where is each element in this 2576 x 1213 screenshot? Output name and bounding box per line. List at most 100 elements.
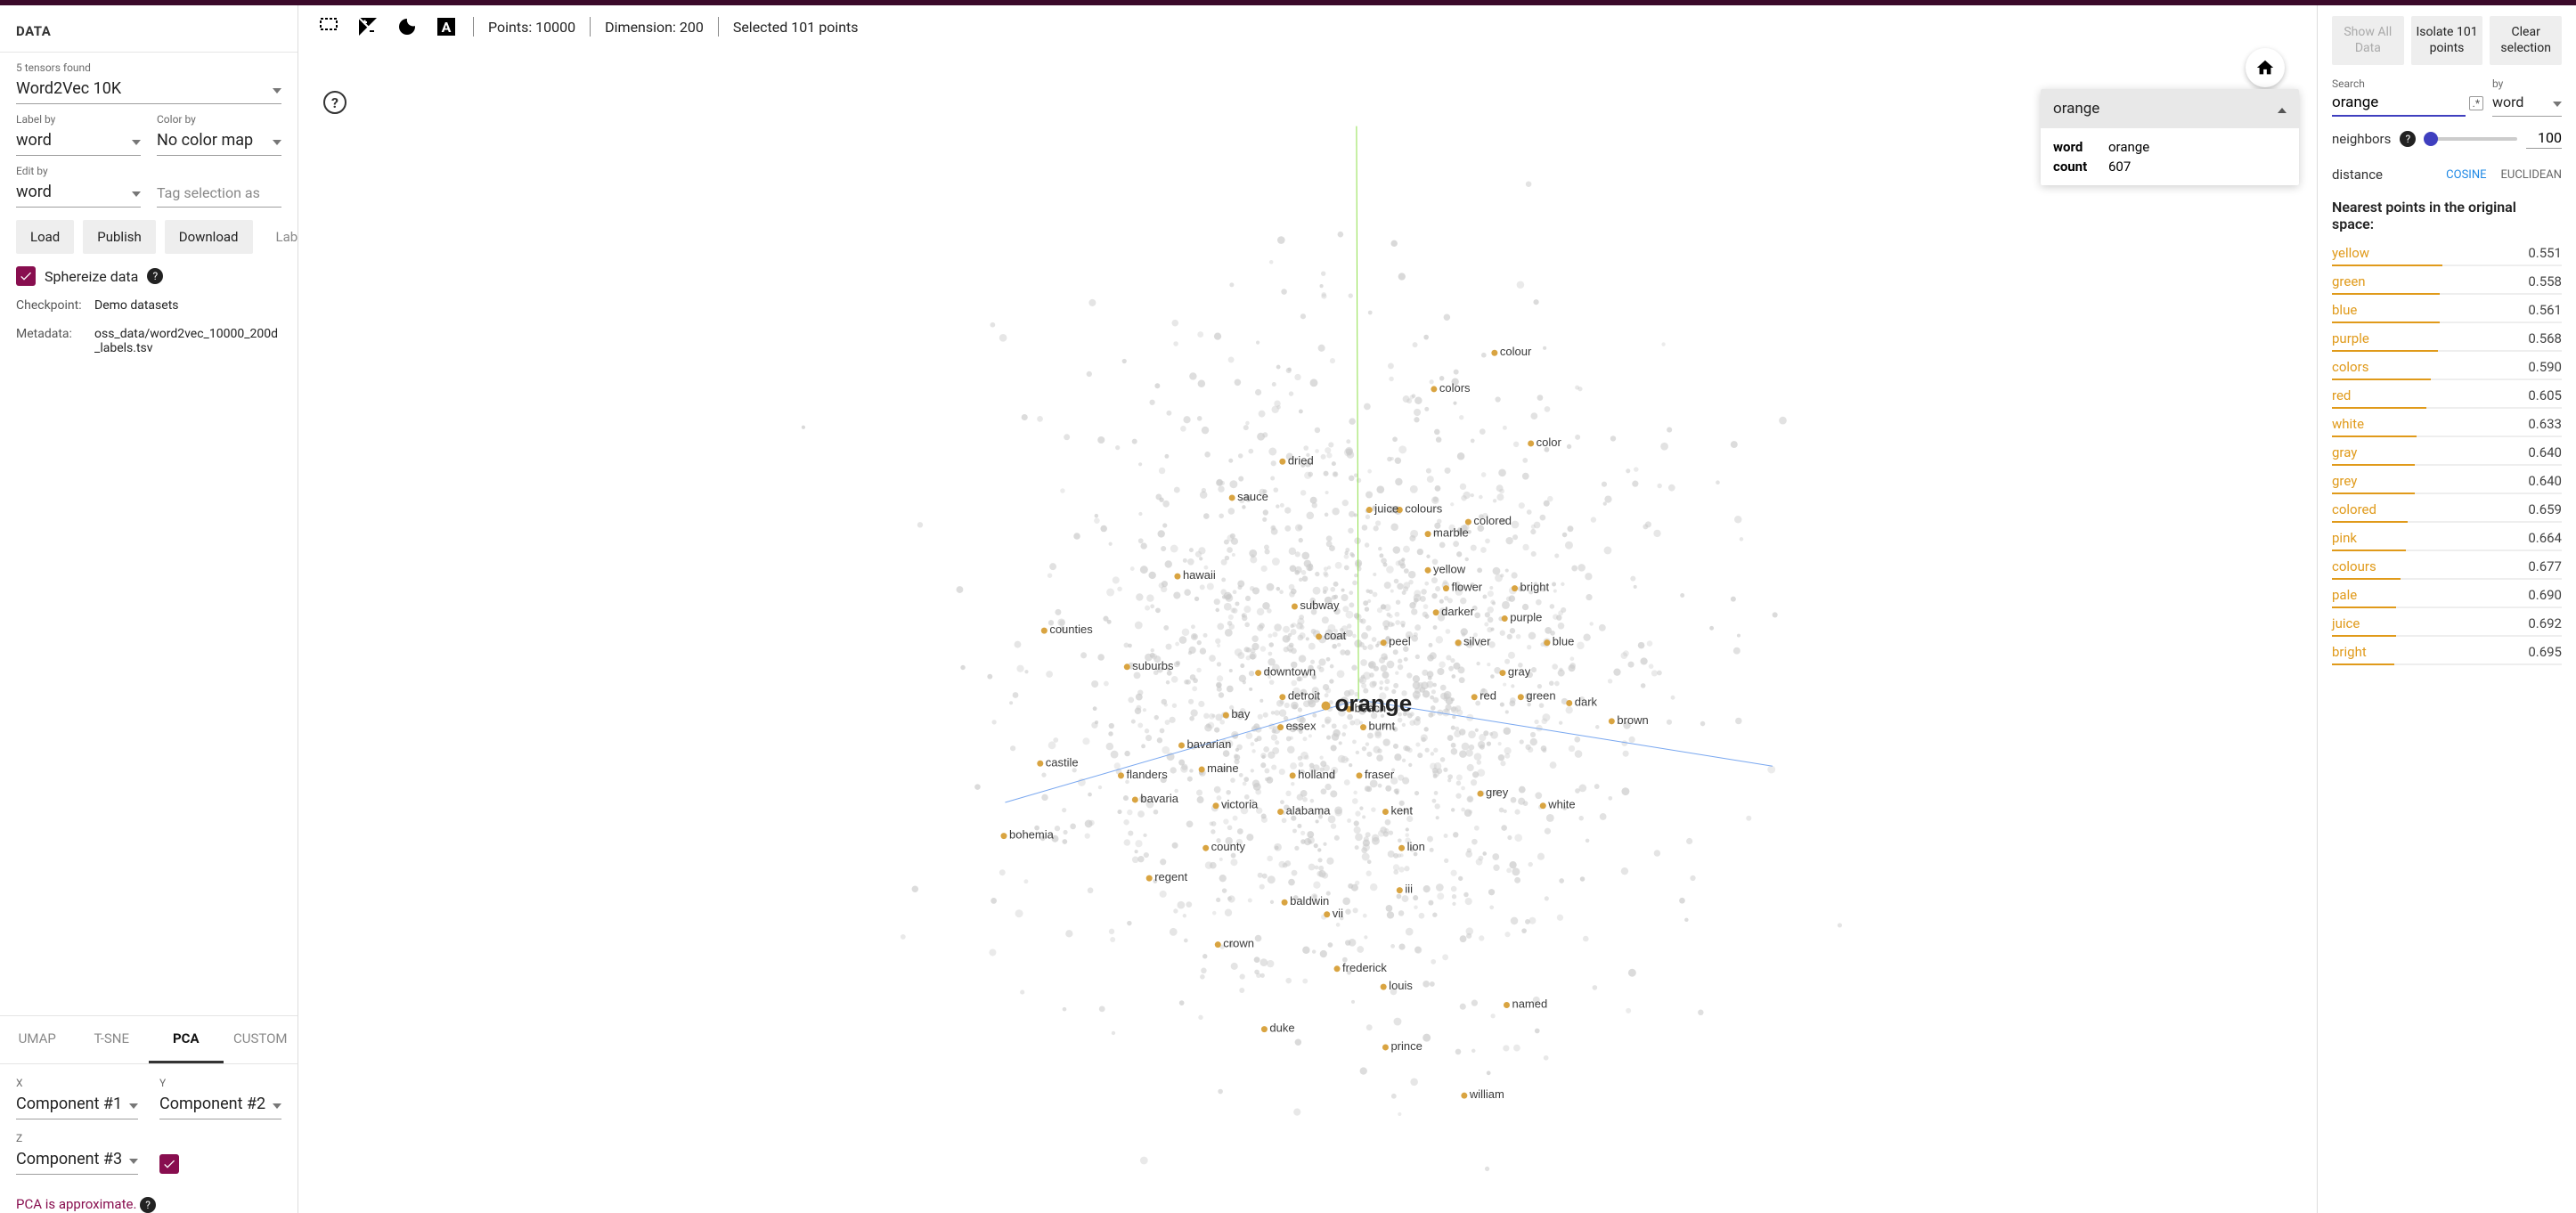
distance-euclidean[interactable]: EUCLIDEAN (2501, 168, 2563, 182)
nearest-row[interactable]: colored0.659 (2332, 498, 2562, 521)
tab-custom[interactable]: CUSTOM (224, 1016, 298, 1063)
nearest-row[interactable]: pale 0.690 (2332, 583, 2562, 606)
nearest-score: 0.690 (2528, 587, 2562, 603)
nearest-row[interactable]: blue 0.561 (2332, 298, 2562, 322)
nearest-word: purple (2332, 330, 2369, 346)
nearest-bar (2332, 578, 2562, 580)
tab-umap[interactable]: UMAP (0, 1016, 75, 1063)
load-button[interactable]: Load (16, 220, 74, 254)
night-mode-icon[interactable] (395, 14, 420, 39)
label-by-select[interactable]: word (16, 127, 141, 156)
tensor-value: Word2Vec 10K (16, 79, 121, 98)
nearest-bar (2332, 350, 2562, 352)
tab-pca[interactable]: PCA (149, 1016, 224, 1063)
regex-toggle[interactable]: .* (2469, 96, 2483, 110)
color-by-select[interactable]: No color map (157, 127, 281, 156)
label-button[interactable]: Label (262, 220, 299, 254)
nearest-bar (2332, 265, 2562, 266)
nearest-row[interactable]: colours0.677 (2332, 555, 2562, 578)
nearest-row[interactable]: green0.558 (2332, 270, 2562, 293)
tooltip-title: orange (2053, 100, 2099, 118)
nearest-word: colours (2332, 558, 2376, 574)
nearest-row[interactable]: gray0.640 (2332, 441, 2562, 464)
nearest-row[interactable]: red0.605 (2332, 384, 2562, 407)
neighbors-value[interactable]: 100 (2526, 129, 2562, 149)
nearest-bar (2332, 379, 2562, 380)
data-panel-title: DATA (0, 5, 298, 53)
nearest-bar (2332, 606, 2562, 608)
nearest-row[interactable]: white0.633 (2332, 412, 2562, 436)
y-component-select[interactable]: Component #2 (159, 1091, 281, 1119)
nearest-score: 0.640 (2528, 473, 2562, 489)
search-input[interactable] (2332, 90, 2466, 117)
metadata-key: Metadata: (16, 327, 87, 355)
chevron-down-icon (129, 1095, 138, 1112)
selected-count: Selected 101 points (733, 19, 859, 36)
nearest-row[interactable]: bright0.695 (2332, 640, 2562, 663)
nearest-row[interactable]: yellow0.551 (2332, 241, 2562, 265)
dimension-count: Dimension: 200 (605, 19, 704, 36)
help-icon[interactable]: ? (140, 1197, 156, 1213)
z-component-select[interactable]: Component #3 (16, 1146, 138, 1175)
nearest-bar (2332, 635, 2562, 637)
isolate-button[interactable]: Isolate 101 points (2411, 16, 2483, 65)
chevron-down-icon (132, 183, 141, 200)
nearest-score: 0.590 (2528, 359, 2562, 375)
sphereize-checkbox[interactable] (16, 266, 36, 286)
nearest-word: pink (2332, 530, 2357, 546)
projection-tabs: UMAPT-SNEPCACUSTOM (0, 1015, 298, 1064)
nearest-row[interactable]: pink 0.664 (2332, 526, 2562, 550)
chevron-down-icon (132, 132, 141, 149)
nearest-score: 0.558 (2528, 273, 2562, 289)
x-component-select[interactable]: Component #1 (16, 1091, 138, 1119)
select-box-icon[interactable] (316, 14, 341, 39)
nearest-bar (2332, 464, 2562, 466)
nearest-row[interactable]: juice0.692 (2332, 612, 2562, 635)
show-all-button[interactable]: Show All Data (2332, 16, 2404, 65)
nearest-word: pale (2332, 587, 2357, 603)
edit-by-select[interactable]: word (16, 179, 141, 208)
nearest-score: 0.605 (2528, 387, 2562, 403)
labels-icon[interactable]: A (434, 14, 459, 39)
nearest-word: blue (2332, 302, 2357, 318)
help-icon[interactable]: ? (147, 268, 163, 284)
tensor-select[interactable]: Word2Vec 10K (16, 76, 281, 104)
nearest-score: 0.561 (2528, 302, 2562, 318)
projection-view[interactable]: A Points: 10000 Dimension: 200 Selected … (298, 5, 2318, 1213)
checkpoint-value: Demo datasets (94, 298, 179, 313)
help-button[interactable]: ? (323, 91, 346, 114)
home-button[interactable] (2246, 48, 2285, 87)
distance-cosine[interactable]: COSINE (2446, 168, 2486, 182)
search-by-select[interactable]: word (2492, 90, 2562, 117)
tooltip-value: 607 (2108, 159, 2131, 175)
nearest-word: yellow (2332, 245, 2369, 261)
chevron-down-icon (2553, 94, 2562, 110)
tensors-found-label: 5 tensors found (16, 61, 281, 74)
nearest-row[interactable]: grey0.640 (2332, 469, 2562, 493)
nearest-list: yellow0.551 green0.558 blue 0.561 purple0.56… (2332, 241, 2562, 665)
nearest-row[interactable]: colors 0.590 (2332, 355, 2562, 379)
nearest-title: Nearest points in the original space: (2332, 199, 2562, 232)
nearest-score: 0.664 (2528, 530, 2562, 546)
chevron-down-icon (273, 1095, 281, 1112)
x-axis-label: X (16, 1077, 138, 1089)
clear-selection-button[interactable]: Clear selection (2490, 16, 2562, 65)
tooltip-row: wordorange (2053, 137, 2287, 157)
download-button[interactable]: Download (165, 220, 253, 254)
publish-button[interactable]: Publish (83, 220, 155, 254)
distance-options: COSINE EUCLIDEAN (2446, 168, 2562, 182)
tag-input[interactable] (157, 179, 281, 208)
chevron-up-icon[interactable] (2278, 100, 2287, 118)
nearest-row[interactable]: purple0.568 (2332, 327, 2562, 350)
chevron-down-icon (129, 1151, 138, 1168)
help-icon[interactable]: ? (2400, 131, 2416, 147)
neighbors-slider[interactable] (2425, 137, 2517, 141)
scatter-canvas[interactable] (298, 5, 2318, 1213)
exposure-icon[interactable] (355, 14, 380, 39)
z-enabled-checkbox[interactable] (159, 1154, 179, 1174)
nearest-word: colors (2332, 359, 2368, 375)
tab-t-sne[interactable]: T-SNE (75, 1016, 150, 1063)
nearest-score: 0.692 (2528, 615, 2562, 631)
nearest-bar (2332, 322, 2562, 323)
view-toolbar: A Points: 10000 Dimension: 200 Selected … (316, 14, 2299, 39)
